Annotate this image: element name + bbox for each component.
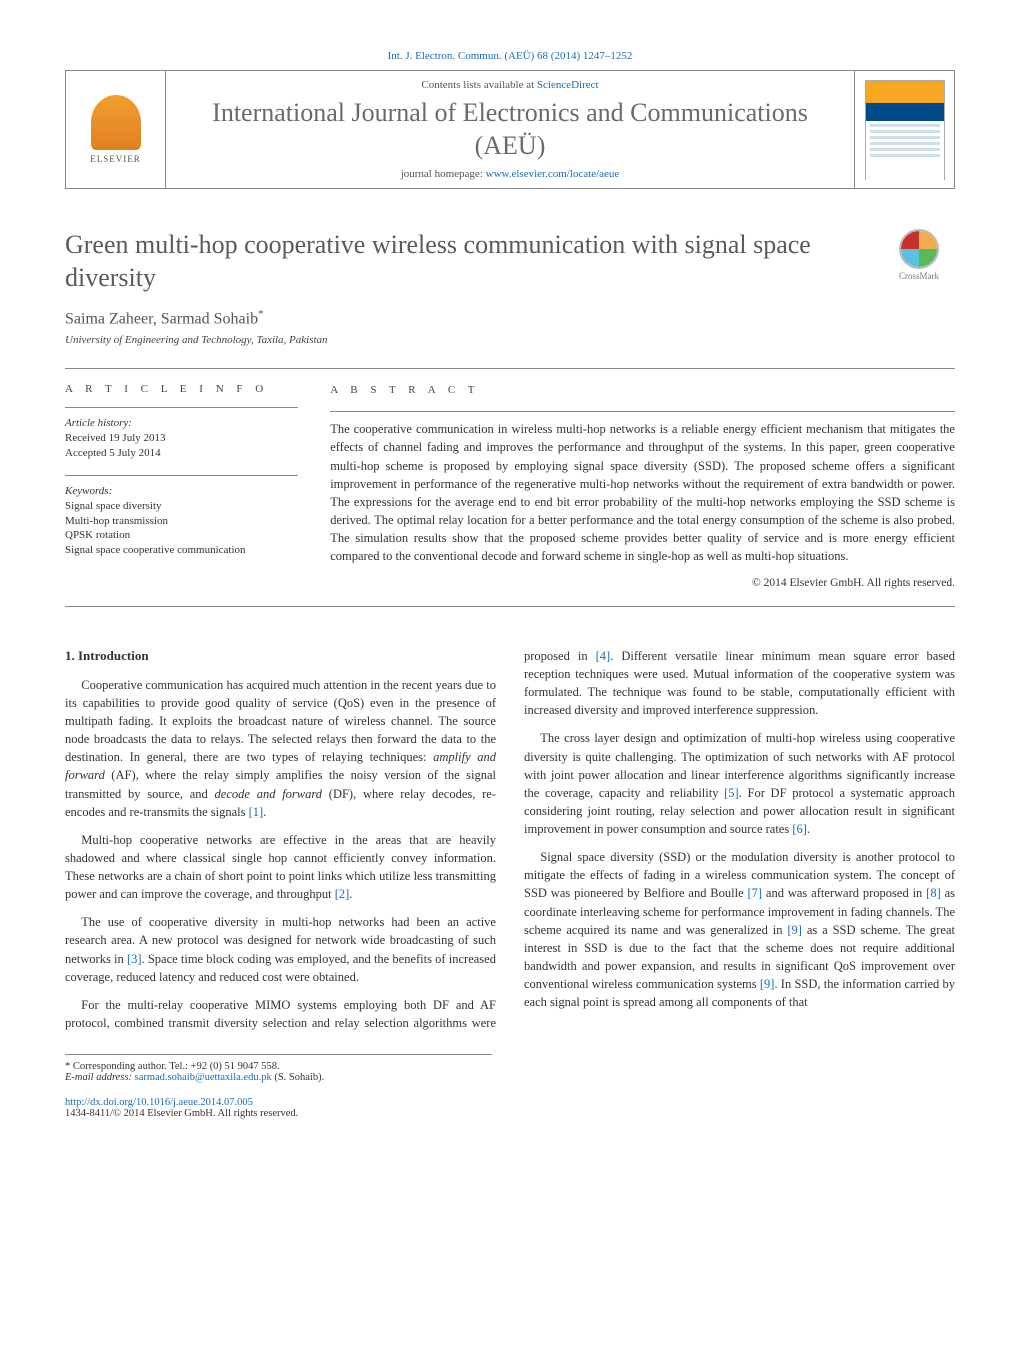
ref-link[interactable]: [7]	[748, 886, 763, 900]
ref-link[interactable]: [8]	[926, 886, 941, 900]
history-label: Article history:	[65, 416, 298, 431]
journal-header-center: Contents lists available at ScienceDirec…	[166, 71, 854, 188]
affiliation: University of Engineering and Technology…	[65, 334, 955, 346]
accepted-date: Accepted 5 July 2014	[65, 446, 298, 461]
cover-cell	[854, 71, 954, 188]
ref-link[interactable]: [5]	[724, 786, 739, 800]
keywords-block: Keywords: Signal space diversity Multi-h…	[65, 484, 298, 558]
divider	[65, 407, 298, 408]
journal-name: International Journal of Electronics and…	[176, 97, 844, 162]
journal-home-prefix: journal homepage:	[401, 168, 486, 180]
body-text: 1. Introduction Cooperative communicatio…	[65, 647, 955, 1032]
ref-link[interactable]: [3]	[127, 952, 142, 966]
ref-link[interactable]: [9]	[787, 923, 802, 937]
article-info-column: A R T I C L E I N F O Article history: R…	[65, 369, 314, 606]
ref-link[interactable]: [9]	[760, 977, 775, 991]
contents-line: Contents lists available at ScienceDirec…	[176, 79, 844, 91]
keyword-item: Multi-hop transmission	[65, 514, 298, 529]
sciencedirect-link[interactable]: ScienceDirect	[537, 79, 599, 91]
doi-link[interactable]: http://dx.doi.org/10.1016/j.aeue.2014.07…	[65, 1097, 253, 1108]
ref-link[interactable]: [1]	[249, 805, 264, 819]
divider	[330, 411, 955, 412]
contents-prefix: Contents lists available at	[421, 79, 536, 91]
section-heading: 1. Introduction	[65, 647, 496, 666]
crossmark-icon	[899, 229, 939, 269]
bottom-meta: http://dx.doi.org/10.1016/j.aeue.2014.07…	[65, 1097, 955, 1119]
ref-link[interactable]: [2]	[335, 887, 350, 901]
email-line: E-mail address: sarmad.sohaib@uettaxila.…	[65, 1072, 492, 1083]
citation-link[interactable]: Int. J. Electron. Commun. (AEÜ) 68 (2014…	[388, 50, 633, 62]
paragraph: Signal space diversity (SSD) or the modu…	[524, 848, 955, 1011]
header-citation: Int. J. Electron. Commun. (AEÜ) 68 (2014…	[65, 50, 955, 62]
paragraph: Cooperative communication has acquired m…	[65, 676, 496, 821]
authors: Saima Zaheer, Sarmad Sohaib	[65, 310, 258, 327]
email-link[interactable]: sarmad.sohaib@uettaxila.edu.pk	[135, 1072, 272, 1083]
issn-line: 1434-8411/© 2014 Elsevier GmbH. All righ…	[65, 1108, 955, 1119]
abstract-text: The cooperative communication in wireles…	[330, 420, 955, 565]
corr-sup: *	[258, 308, 264, 320]
abstract-heading: A B S T R A C T	[330, 383, 955, 399]
keywords-label: Keywords:	[65, 484, 298, 499]
paragraph: The use of cooperative diversity in mult…	[65, 913, 496, 986]
abstract-column: A B S T R A C T The cooperative communic…	[314, 369, 955, 606]
divider	[65, 475, 298, 476]
publisher-logo-cell: ELSEVIER	[66, 71, 166, 188]
corresponding-author: * Corresponding author. Tel.: +92 (0) 51…	[65, 1061, 492, 1072]
journal-cover-thumb	[865, 80, 945, 180]
keyword-item: Signal space diversity	[65, 499, 298, 514]
elsevier-logo: ELSEVIER	[81, 90, 151, 170]
ref-link[interactable]: [4]	[596, 649, 611, 663]
article-info-heading: A R T I C L E I N F O	[65, 383, 298, 395]
article-history: Article history: Received 19 July 2013 A…	[65, 416, 298, 461]
elsevier-tree-icon	[91, 95, 141, 150]
crossmark-badge[interactable]: CrossMark	[883, 229, 955, 281]
paragraph: Multi-hop cooperative networks are effec…	[65, 831, 496, 904]
journal-header: ELSEVIER Contents lists available at Sci…	[65, 70, 955, 189]
ref-link[interactable]: [6]	[792, 822, 807, 836]
journal-home-line: journal homepage: www.elsevier.com/locat…	[176, 168, 844, 180]
keyword-item: QPSK rotation	[65, 528, 298, 543]
elsevier-text: ELSEVIER	[90, 154, 141, 164]
footnotes: * Corresponding author. Tel.: +92 (0) 51…	[65, 1054, 492, 1083]
journal-home-link[interactable]: www.elsevier.com/locate/aeue	[486, 168, 620, 180]
authors-line: Saima Zaheer, Sarmad Sohaib*	[65, 308, 955, 328]
keyword-item: Signal space cooperative communication	[65, 543, 298, 558]
paragraph: The cross layer design and optimization …	[524, 729, 955, 838]
crossmark-label: CrossMark	[899, 271, 939, 281]
received-date: Received 19 July 2013	[65, 431, 298, 446]
abstract-copyright: © 2014 Elsevier GmbH. All rights reserve…	[330, 575, 955, 592]
article-title: Green multi-hop cooperative wireless com…	[65, 229, 863, 294]
